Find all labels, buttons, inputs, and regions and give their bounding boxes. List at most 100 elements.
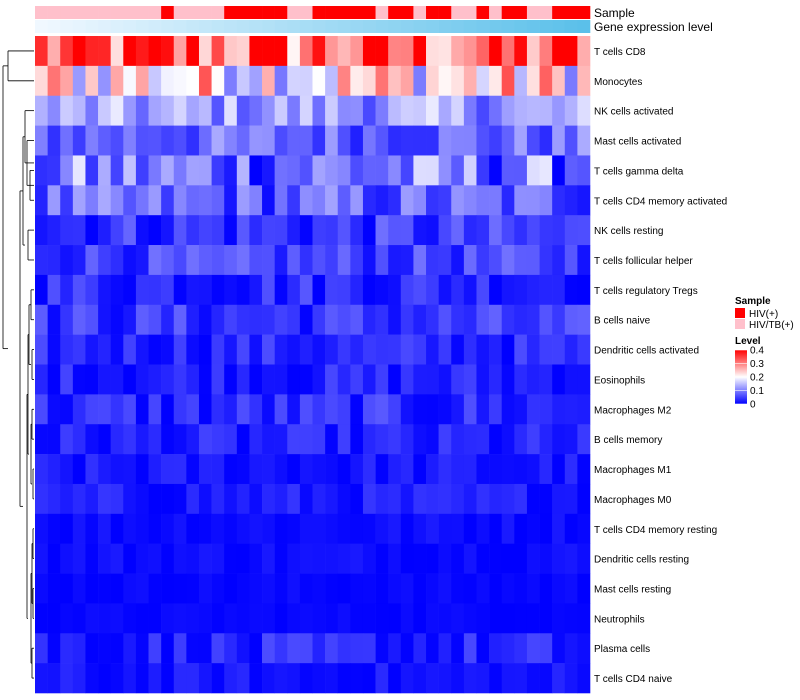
heatmap-cell: [388, 633, 402, 664]
heatmap-cell: [413, 364, 427, 395]
expression-annotation-cell: [337, 20, 351, 33]
heatmap-cell: [489, 364, 503, 395]
heatmap-cell: [388, 483, 402, 515]
heatmap-cell: [60, 215, 74, 246]
row-label: T cells CD8: [594, 47, 646, 58]
heatmap-cell: [262, 543, 275, 574]
heatmap-cell: [262, 125, 275, 156]
heatmap-cell: [186, 65, 200, 97]
heatmap-cell: [98, 454, 111, 485]
heatmap-cell: [312, 125, 326, 156]
heatmap-cell: [514, 394, 528, 425]
heatmap-cell: [577, 394, 591, 425]
heatmap-cell: [362, 454, 376, 485]
heatmap-cell: [236, 394, 250, 425]
heatmap-cell: [501, 424, 515, 455]
heatmap-cell: [198, 334, 212, 365]
heatmap-cell: [110, 633, 124, 664]
expression-annotation-cell: [426, 20, 439, 33]
heatmap-cell: [526, 125, 540, 156]
heatmap-cell: [400, 65, 414, 97]
heatmap-cell: [262, 483, 275, 515]
heatmap-cell: [312, 394, 326, 425]
sample-annotation-cell: [337, 6, 351, 19]
heatmap-cell: [375, 95, 389, 126]
row-label: T cells CD4 memory activated: [594, 196, 727, 207]
heatmap-cell: [325, 663, 339, 694]
heatmap-cell: [463, 513, 477, 544]
heatmap-cell: [148, 573, 162, 604]
expression-annotation-cell: [438, 20, 452, 33]
heatmap-cell: [173, 663, 187, 694]
heatmap-cell: [325, 394, 339, 425]
heatmap-cell: [85, 185, 99, 216]
heatmap-cell: [47, 543, 61, 574]
sample-annotation-cell: [526, 6, 540, 19]
heatmap-cell: [47, 513, 61, 544]
heatmap-cell: [110, 483, 124, 515]
heatmap-cell: [198, 215, 212, 246]
heatmap-cell: [350, 543, 364, 574]
sample-annotation-cell: [85, 6, 99, 19]
heatmap-cell: [211, 663, 225, 694]
expression-annotation-cell: [312, 20, 326, 33]
heatmap-cell: [426, 663, 439, 694]
heatmap-cell: [198, 304, 212, 335]
heatmap-cell: [186, 424, 200, 455]
expression-annotation-track: [35, 20, 591, 33]
heatmap-cell: [98, 394, 111, 425]
heatmap-cell: [388, 155, 402, 186]
heatmap-cell: [198, 65, 212, 97]
heatmap-cell: [325, 125, 339, 156]
heatmap-cell: [72, 65, 86, 97]
heatmap-cell: [135, 573, 149, 604]
heatmap-cell: [552, 274, 566, 306]
heatmap-cell: [35, 603, 48, 634]
heatmap-cell: [476, 573, 490, 604]
heatmap-cell: [148, 245, 162, 276]
heatmap-cell: [337, 215, 351, 246]
heatmap-cell: [400, 95, 414, 126]
heatmap-cell: [299, 663, 313, 694]
heatmap-cell: [552, 304, 566, 335]
heatmap-cell: [489, 125, 503, 156]
heatmap-cell: [98, 513, 111, 544]
heatmap-cell: [35, 633, 48, 664]
heatmap-cell: [375, 185, 389, 216]
heatmap-cell: [400, 573, 414, 604]
heatmap-cell: [161, 65, 175, 97]
heatmap-cell: [236, 185, 250, 216]
heatmap-cell: [552, 633, 566, 664]
sample-annotation-cell: [552, 6, 566, 19]
heatmap-cell: [224, 513, 238, 544]
heatmap-cell: [451, 483, 465, 515]
sample-annotation-cell: [312, 6, 326, 19]
heatmap-cell: [224, 304, 238, 335]
heatmap-cell: [123, 424, 137, 455]
heatmap-cell: [224, 36, 238, 67]
heatmap-cell: [224, 185, 238, 216]
heatmap-cell: [539, 185, 553, 216]
heatmap-cell: [564, 274, 578, 306]
heatmap-cell: [539, 274, 553, 306]
heatmap-cell: [501, 125, 515, 156]
row-label: Neutrophils: [594, 614, 645, 625]
heatmap-cell: [337, 65, 351, 97]
heatmap-cell: [287, 663, 301, 694]
sample-annotation-cell: [388, 6, 402, 19]
heatmap-cell: [299, 513, 313, 544]
heatmap-cell: [148, 394, 162, 425]
heatmap-cell: [375, 424, 389, 455]
heatmap-cell: [236, 155, 250, 186]
row-label: Eosinophils: [594, 375, 645, 386]
heatmap-cell: [539, 603, 553, 634]
heatmap-cell: [72, 185, 86, 216]
heatmap-cell: [148, 483, 162, 515]
heatmap-cell: [577, 95, 591, 126]
heatmap-cell: [47, 573, 61, 604]
heatmap-cell: [249, 185, 263, 216]
heatmap-cell: [362, 245, 376, 276]
heatmap-cell: [426, 513, 439, 544]
heatmap-cell: [539, 95, 553, 126]
heatmap-cell: [337, 334, 351, 365]
